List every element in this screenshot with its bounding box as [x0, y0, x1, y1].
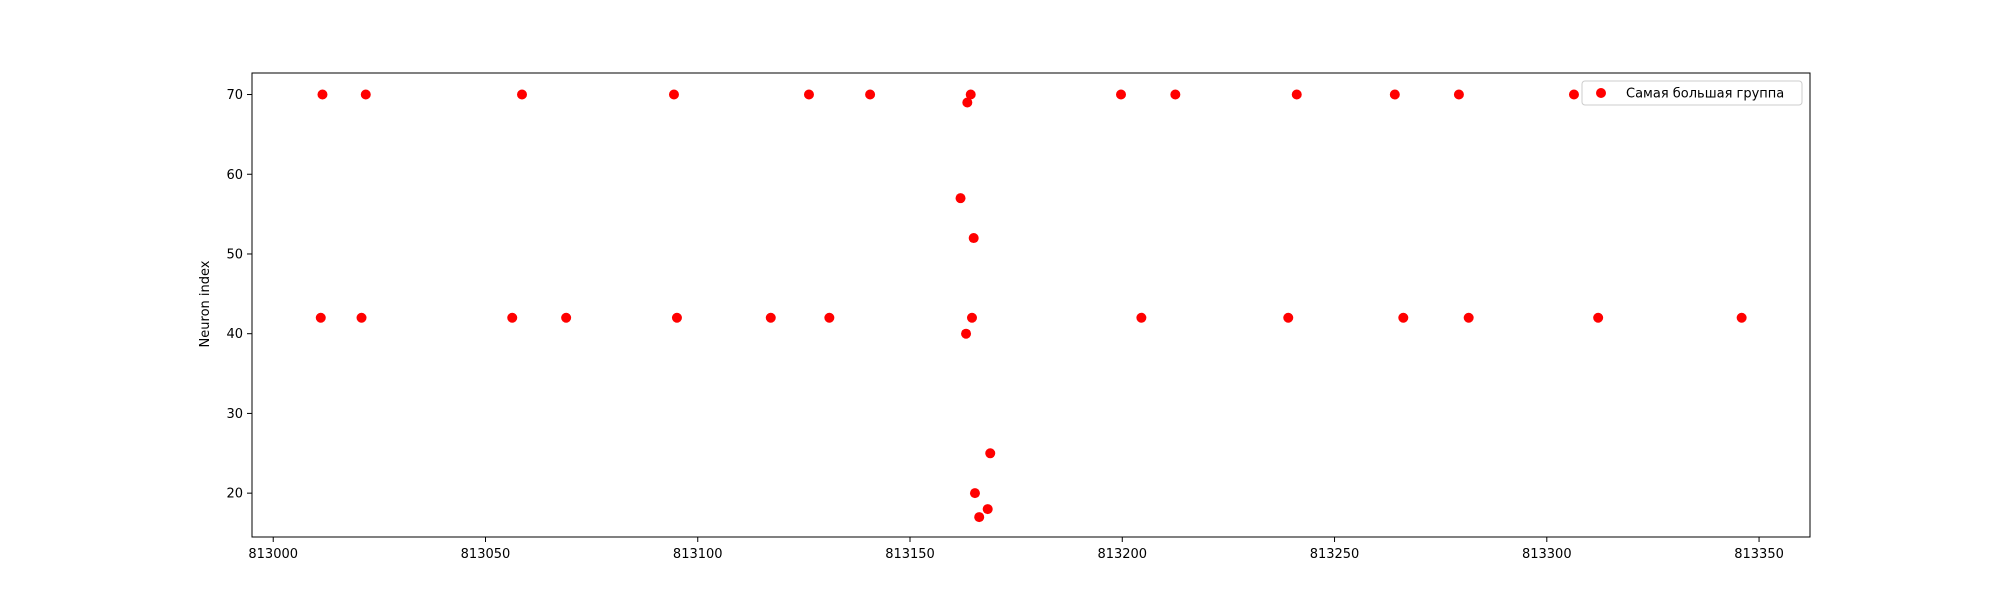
y-tick-label: 30	[226, 407, 243, 422]
data-point	[803, 89, 814, 100]
legend-label: Самая большая группа	[1626, 87, 1784, 102]
data-point	[969, 488, 980, 499]
data-point	[1136, 312, 1147, 323]
y-axis: 20 30 40 50 60 70	[226, 88, 252, 502]
data-point	[317, 89, 328, 100]
data-point	[356, 312, 367, 323]
data-point	[516, 89, 527, 100]
data-point	[507, 312, 518, 323]
data-point	[1736, 312, 1747, 323]
y-tick-label: 20	[226, 487, 243, 502]
data-point	[561, 312, 572, 323]
data-point	[1453, 89, 1464, 100]
data-point	[966, 312, 977, 323]
x-tick-label: 813200	[1097, 547, 1147, 562]
data-point	[1593, 312, 1604, 323]
x-tick-label: 813300	[1522, 547, 1572, 562]
data-point	[965, 89, 976, 100]
data-point	[668, 89, 679, 100]
data-point	[1398, 312, 1409, 323]
x-tick-label: 813100	[673, 547, 723, 562]
plot-area	[251, 72, 1811, 538]
y-axis-label: Neuron index	[198, 260, 213, 347]
x-tick-label: 813050	[461, 547, 511, 562]
y-tick-label: 70	[226, 88, 243, 103]
y-tick-label: 60	[226, 168, 243, 183]
x-tick-label: 813350	[1734, 547, 1784, 562]
x-axis: 813000 813050 813100 813150 813200 813250 8133…	[248, 537, 1784, 562]
data-point	[824, 312, 835, 323]
data-point	[765, 312, 776, 323]
data-point	[961, 328, 972, 339]
data-point	[985, 448, 996, 459]
data-point	[671, 312, 682, 323]
x-tick-label: 813000	[248, 547, 298, 562]
data-point	[1463, 312, 1474, 323]
data-point	[1568, 89, 1579, 100]
data-point	[974, 512, 985, 523]
data-point	[955, 193, 966, 204]
data-point	[1389, 89, 1400, 100]
legend: Самая большая группа	[1581, 80, 1803, 106]
legend-marker	[1596, 88, 1606, 98]
data-point	[1291, 89, 1302, 100]
plot-frame	[251, 72, 1811, 538]
data-point	[1115, 89, 1126, 100]
y-tick-label: 50	[226, 247, 243, 262]
x-tick-label: 813250	[1310, 547, 1360, 562]
data-point	[1283, 312, 1294, 323]
data-point	[962, 97, 973, 108]
data-point	[315, 312, 326, 323]
legend-box	[1581, 80, 1803, 106]
x-tick-label: 813150	[885, 547, 935, 562]
y-tick-label: 40	[226, 327, 243, 342]
data-point	[865, 89, 876, 100]
data-point	[968, 233, 979, 244]
data-point	[982, 504, 993, 515]
data-points	[315, 89, 1747, 523]
data-point	[1170, 89, 1181, 100]
data-point	[360, 89, 371, 100]
